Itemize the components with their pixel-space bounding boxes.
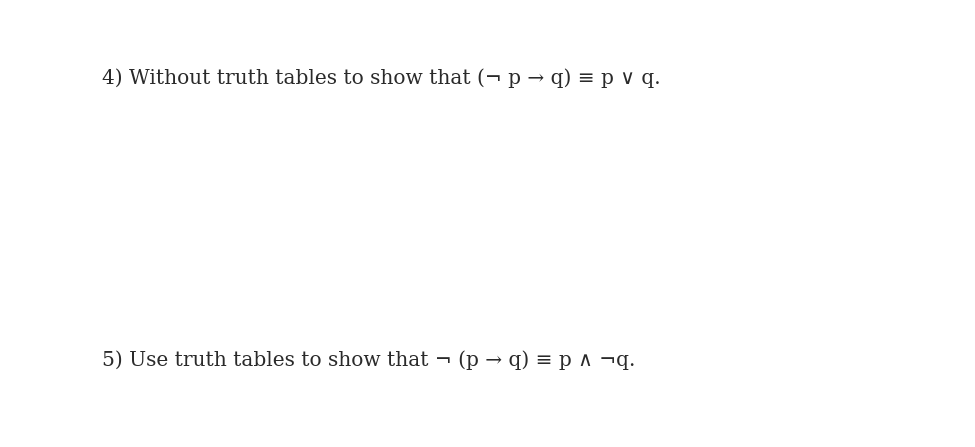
Text: 4) Without truth tables to show that (¬ p → q) ≡ p ∨ q.: 4) Without truth tables to show that (¬ … (102, 68, 661, 88)
Text: 5) Use truth tables to show that ¬ (p → q) ≡ p ∧ ¬q.: 5) Use truth tables to show that ¬ (p → … (102, 350, 636, 370)
